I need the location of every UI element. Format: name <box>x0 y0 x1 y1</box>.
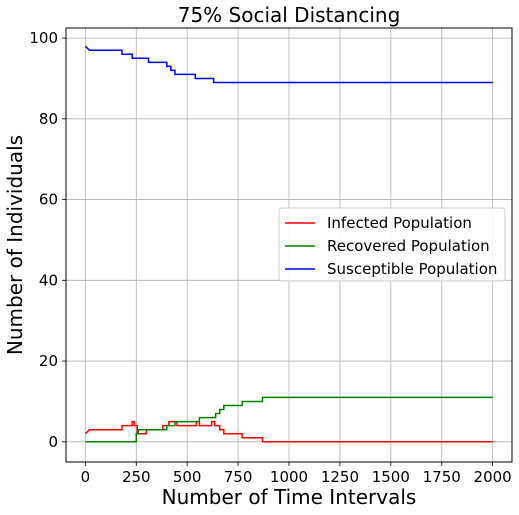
x-tick-label: 1000 <box>270 468 308 486</box>
x-tick-label: 250 <box>122 468 151 486</box>
y-tick-label: 20 <box>39 352 58 370</box>
legend-label-infected-population: Infected Population <box>327 214 472 232</box>
x-tick-label: 2000 <box>474 468 512 486</box>
series-susceptible-population <box>84 45 493 84</box>
x-tick-label: 500 <box>173 468 202 486</box>
y-tick-label: 100 <box>29 29 58 47</box>
y-tick-label: 40 <box>39 271 58 289</box>
legend: Infected Population Recovered Population S… <box>278 207 506 282</box>
series-lines <box>84 45 493 443</box>
series-recovered-population <box>85 396 493 443</box>
x-tick-label: 1500 <box>372 468 410 486</box>
y-ticks: 0 20 40 60 80 100 <box>29 29 66 451</box>
legend-label-recovered-population: Recovered Population <box>327 237 490 255</box>
y-axis-label: Number of Individuals <box>3 135 27 355</box>
y-tick-label: 0 <box>48 433 58 451</box>
x-tick-label: 750 <box>224 468 253 486</box>
y-tick-label: 80 <box>39 110 58 128</box>
y-tick-label: 60 <box>39 191 58 209</box>
x-axis-label: Number of Time Intervals <box>162 485 417 509</box>
legend-box <box>278 207 506 282</box>
x-tick-label: 1750 <box>423 468 461 486</box>
x-tick-label: 0 <box>81 468 91 486</box>
legend-label-susceptible-population: Susceptible Population <box>327 260 497 278</box>
chart-title: 75% Social Distancing <box>178 3 401 27</box>
series-infected-population <box>84 420 493 443</box>
x-tick-label: 1250 <box>321 468 359 486</box>
x-ticks: 0 250 500 750 1000 1250 1500 1750 2000 <box>81 462 512 486</box>
